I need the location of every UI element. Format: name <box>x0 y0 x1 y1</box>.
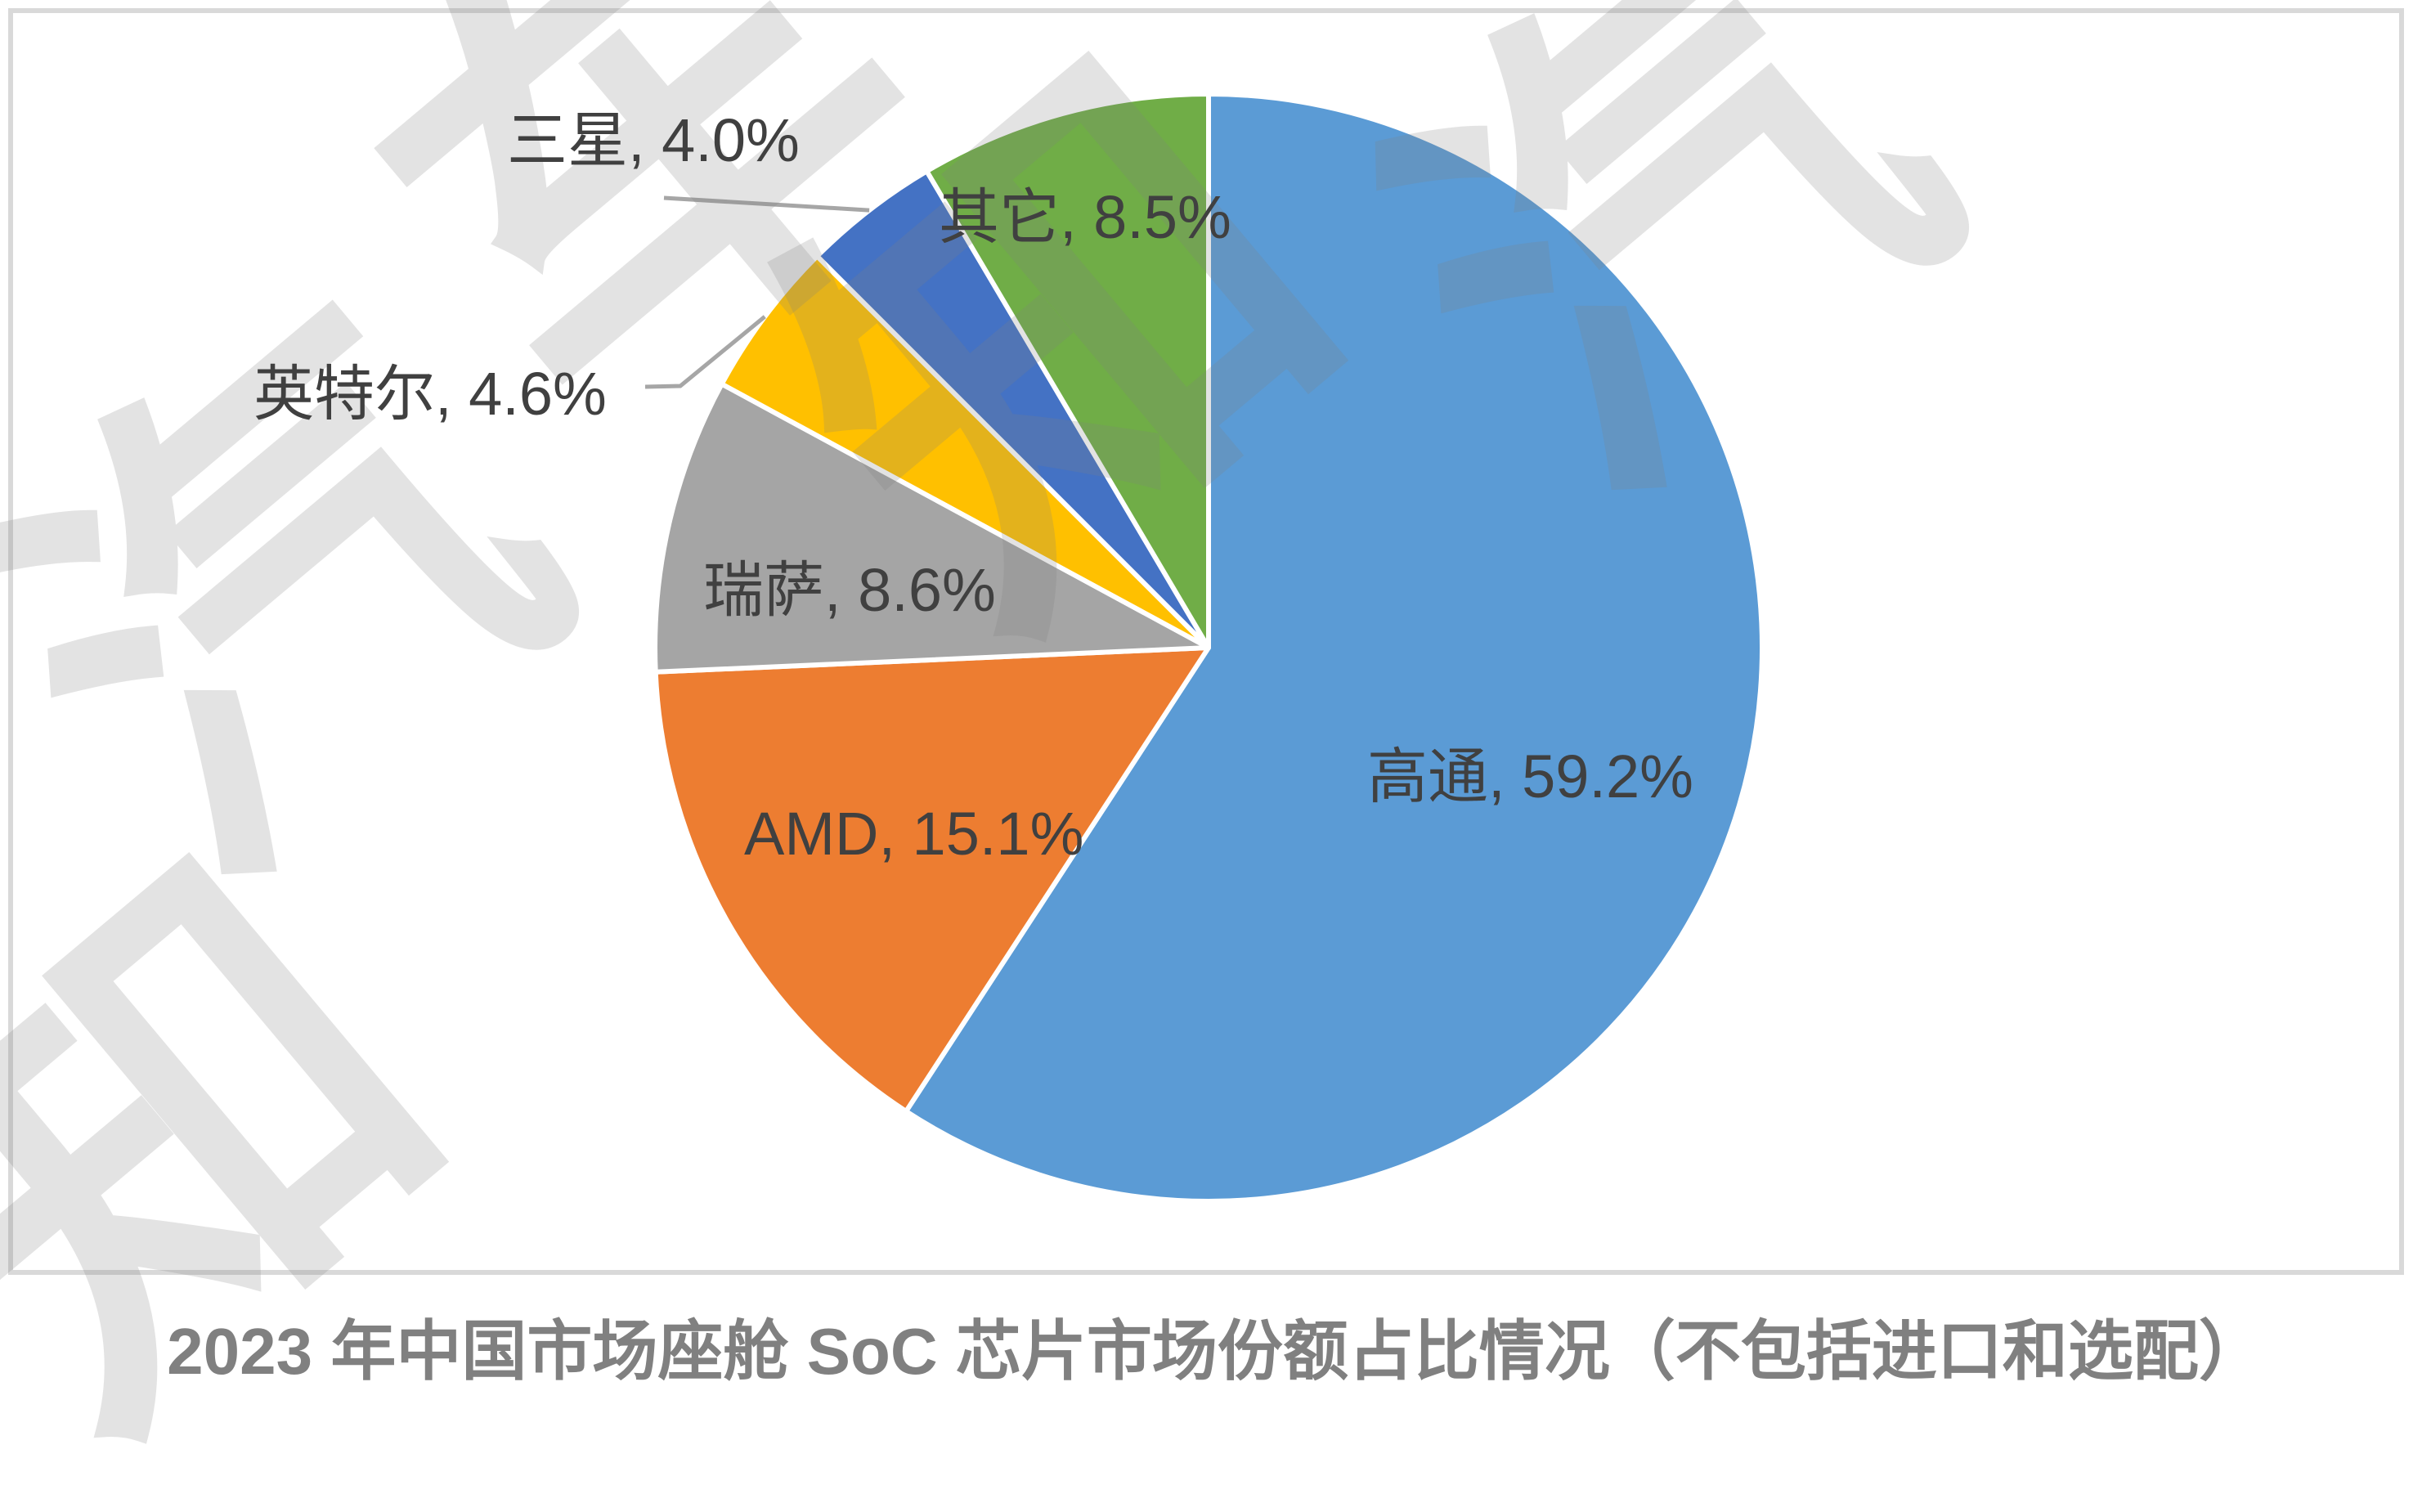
leader-line-intel <box>644 315 766 389</box>
pie-slice-others <box>924 92 1211 650</box>
label-intel: 英特尔, 4.6% <box>253 360 607 428</box>
pie-slice-intel <box>719 253 1211 650</box>
label-qualcomm: 高通, 59.2% <box>1367 743 1693 810</box>
label-amd: AMD, 15.1% <box>744 800 1084 868</box>
pie-slice-renesas <box>653 381 1211 675</box>
label-renesas: 瑞萨, 8.6% <box>703 556 996 624</box>
pie-slice-amd <box>653 645 1211 1114</box>
leader-line-samsung <box>663 195 870 213</box>
label-samsung: 三星, 4.0% <box>507 106 800 174</box>
pie-chart <box>644 92 1765 1204</box>
chart-title: 2023 年中国市场座舱 SoC 芯片市场份额占比情况（不包括进口和选配） <box>167 1315 2264 1388</box>
pie-slice-qualcomm <box>904 92 1765 1204</box>
label-others: 其它, 8.5% <box>939 183 1231 251</box>
